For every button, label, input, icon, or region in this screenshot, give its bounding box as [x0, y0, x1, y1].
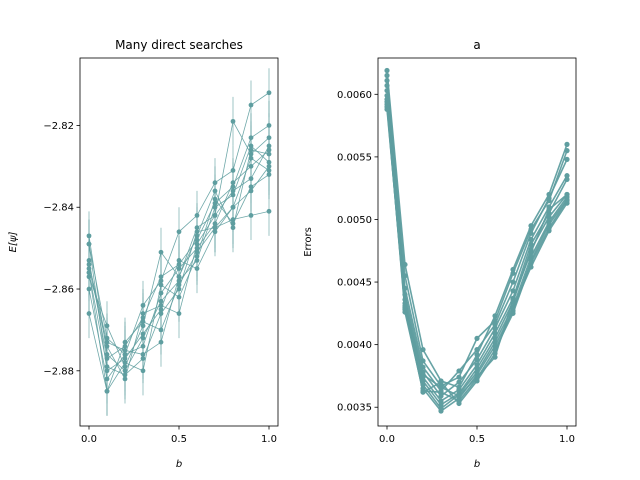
left-panel-title: Many direct searches	[115, 38, 243, 52]
right-data-point	[384, 87, 390, 94]
right-data-point	[510, 305, 516, 311]
left-ytick-label: −2.88	[43, 366, 74, 377]
left-data-point	[212, 225, 218, 231]
left-panel: Many direct searches b E[ψ] 0.0 0.5 1.0 −2.…	[8, 38, 279, 470]
right-data-point	[456, 374, 462, 380]
right-data-point	[420, 389, 426, 395]
left-data-point	[194, 233, 200, 239]
right-plot-area	[384, 67, 570, 414]
left-data-point	[104, 339, 110, 345]
right-panel: a b Errors 0.0 0.5 1.0 0.0035 0.0040 0.0045 0.…	[303, 38, 577, 470]
left-panel-xlabel: b	[176, 459, 182, 470]
right-data-point	[384, 67, 390, 74]
left-data-point	[140, 352, 146, 357]
left-data-point	[266, 208, 272, 214]
right-data-point	[384, 77, 390, 84]
right-data-point	[564, 200, 570, 206]
right-data-point	[510, 279, 516, 285]
right-data-point	[564, 191, 570, 198]
left-data-point	[86, 311, 92, 316]
right-data-point	[384, 92, 390, 99]
right-data-point	[438, 393, 444, 399]
right-data-point	[564, 176, 570, 183]
right-data-point	[546, 228, 552, 234]
right-data-point	[546, 195, 552, 201]
left-data-point	[212, 188, 218, 194]
left-data-point	[104, 388, 110, 394]
right-ytick-label: 0.0060	[337, 90, 372, 101]
left-data-point	[176, 229, 182, 235]
right-data-point	[528, 264, 534, 270]
right-data-point	[510, 270, 516, 276]
right-panel-xlabel: b	[474, 459, 480, 470]
left-data-point	[230, 118, 236, 124]
right-data-point	[456, 379, 462, 385]
left-data-point	[158, 339, 164, 345]
right-data-point	[474, 347, 480, 353]
right-data-point	[564, 173, 570, 179]
right-data-point	[384, 106, 390, 112]
left-panel-ylabel: E[ψ]	[8, 232, 19, 253]
left-data-point	[176, 274, 182, 280]
left-xtick-label: 1.0	[261, 434, 277, 445]
left-ytick-label: −2.86	[43, 285, 74, 296]
right-xtick-label: 0.0	[379, 434, 395, 445]
right-data-point	[492, 354, 498, 360]
right-data-point	[384, 72, 390, 79]
right-ytick-label: 0.0040	[337, 340, 372, 351]
right-data-point	[456, 400, 462, 407]
right-data-point	[546, 214, 552, 220]
left-data-point	[176, 311, 182, 316]
right-data-point	[528, 249, 534, 255]
left-data-point	[86, 262, 92, 267]
right-data-point	[564, 141, 570, 147]
right-data-point	[438, 379, 444, 385]
left-data-point	[140, 319, 146, 325]
right-data-point	[420, 372, 426, 378]
left-ytick-label: −2.82	[43, 121, 74, 132]
right-data-point	[438, 408, 444, 414]
right-xtick-label: 1.0	[559, 434, 575, 445]
right-data-point	[438, 384, 444, 390]
right-data-point	[438, 389, 444, 395]
right-panel-title: a	[473, 38, 480, 52]
right-panel-ylabel: Errors	[303, 227, 314, 257]
right-data-point	[384, 82, 390, 89]
right-ytick-label: 0.0050	[337, 215, 372, 226]
left-data-point	[230, 225, 236, 231]
right-data-point	[528, 230, 534, 236]
left-data-point	[248, 102, 254, 108]
right-data-point	[564, 148, 570, 154]
right-data-point	[510, 296, 516, 303]
left-data-point	[122, 347, 128, 353]
left-xtick-label: 0.0	[81, 434, 97, 445]
left-xtick-label: 0.5	[171, 434, 187, 445]
left-data-point	[266, 90, 272, 96]
right-xtick-label: 0.5	[469, 434, 485, 445]
left-ytick-label: −2.84	[43, 203, 74, 214]
right-ytick-label: 0.0055	[337, 152, 372, 163]
right-data-point	[456, 368, 462, 374]
right-data-point	[474, 374, 480, 380]
right-data-point	[564, 156, 570, 162]
right-ytick-label: 0.0045	[337, 278, 372, 289]
left-data-point	[248, 147, 254, 153]
right-data-point	[474, 335, 480, 341]
left-plot-area	[86, 68, 272, 416]
right-data-point	[402, 303, 408, 309]
right-ytick-label: 0.0035	[337, 403, 372, 414]
right-data-point	[456, 393, 462, 399]
left-data-point	[248, 213, 254, 218]
left-data-point	[266, 151, 272, 157]
left-data-point	[158, 249, 164, 255]
right-data-point	[546, 206, 552, 213]
